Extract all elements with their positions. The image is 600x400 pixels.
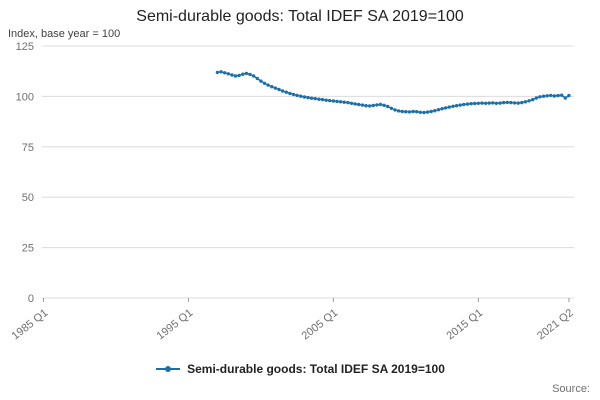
legend-item[interactable]: Semi-durable goods: Total IDEF SA 2019=1… bbox=[155, 362, 445, 376]
svg-text:75: 75 bbox=[22, 142, 34, 154]
svg-text:0: 0 bbox=[28, 293, 34, 305]
svg-text:1985 Q1: 1985 Q1 bbox=[10, 307, 51, 342]
svg-text:2005 Q1: 2005 Q1 bbox=[300, 307, 341, 342]
svg-text:2021 Q2: 2021 Q2 bbox=[535, 307, 576, 342]
svg-text:100: 100 bbox=[16, 91, 34, 103]
line-marker-icon bbox=[156, 366, 181, 372]
svg-text:25: 25 bbox=[22, 243, 34, 255]
line-chart: 0 25 50 75 100 125 1985 Q1 1995 Q1 2005 Q1 2015 Q… bbox=[10, 41, 576, 342]
legend-label: Semi-durable goods: Total IDEF SA 2019=1… bbox=[187, 362, 445, 376]
svg-text:125: 125 bbox=[16, 41, 34, 53]
y-axis-unit-label: Index, base year = 100 bbox=[8, 28, 121, 40]
svg-text:1995 Q1: 1995 Q1 bbox=[155, 307, 196, 342]
source-label: Source: bbox=[552, 383, 590, 395]
legend: Semi-durable goods: Total IDEF SA 2019=1… bbox=[0, 362, 600, 376]
svg-text:2015 Q1: 2015 Q1 bbox=[445, 307, 486, 342]
svg-text:50: 50 bbox=[22, 192, 34, 204]
chart-title: Semi-durable goods: Total IDEF SA 2019=1… bbox=[136, 8, 464, 25]
